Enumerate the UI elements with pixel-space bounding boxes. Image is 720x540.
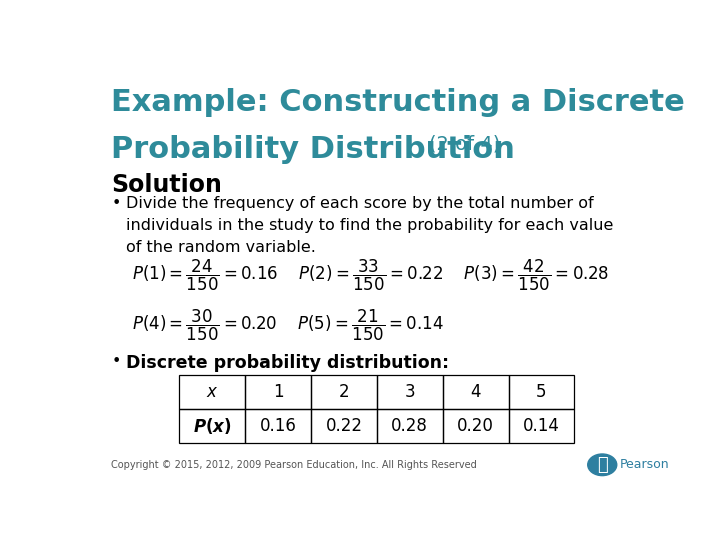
Text: 0.22: 0.22 bbox=[325, 417, 362, 435]
Text: $P(1) = \dfrac{24}{150} = 0.16$    $P(2) = \dfrac{33}{150} = 0.22$    $P(3) = \d: $P(1) = \dfrac{24}{150} = 0.16$ $P(2) = … bbox=[132, 258, 609, 293]
Text: $P(4) = \dfrac{30}{150} = 0.20$    $P(5) = \dfrac{21}{150} = 0.14$: $P(4) = \dfrac{30}{150} = 0.20$ $P(5) = … bbox=[132, 308, 444, 343]
Text: 2: 2 bbox=[338, 383, 349, 401]
Text: 5: 5 bbox=[536, 383, 546, 401]
Text: 1: 1 bbox=[273, 383, 284, 401]
Text: Ⓟ: Ⓟ bbox=[597, 456, 608, 474]
Bar bbox=[443, 409, 508, 443]
Bar bbox=[245, 409, 311, 443]
Text: •: • bbox=[111, 196, 120, 211]
Text: Pearson: Pearson bbox=[620, 458, 670, 471]
Bar bbox=[245, 375, 311, 409]
Circle shape bbox=[588, 454, 617, 476]
Bar bbox=[508, 375, 575, 409]
Text: $\boldsymbol{P(x)}$: $\boldsymbol{P(x)}$ bbox=[193, 416, 232, 436]
Bar bbox=[377, 409, 443, 443]
Text: 0.14: 0.14 bbox=[523, 417, 560, 435]
Text: (2 of 4): (2 of 4) bbox=[429, 134, 500, 153]
Bar bbox=[179, 409, 245, 443]
Text: Divide the frequency of each score by the total number of
individuals in the stu: Divide the frequency of each score by th… bbox=[126, 196, 613, 255]
Bar bbox=[377, 375, 443, 409]
Text: 0.16: 0.16 bbox=[260, 417, 297, 435]
Text: Example: Constructing a Discrete: Example: Constructing a Discrete bbox=[111, 87, 685, 117]
Text: Solution: Solution bbox=[111, 173, 222, 197]
Bar bbox=[508, 409, 575, 443]
Bar bbox=[311, 375, 377, 409]
Text: •: • bbox=[111, 354, 120, 369]
Text: 4: 4 bbox=[470, 383, 481, 401]
Text: Probability Distribution: Probability Distribution bbox=[111, 136, 515, 165]
Text: 0.28: 0.28 bbox=[391, 417, 428, 435]
Bar bbox=[179, 375, 245, 409]
Text: Copyright © 2015, 2012, 2009 Pearson Education, Inc. All Rights Reserved: Copyright © 2015, 2012, 2009 Pearson Edu… bbox=[111, 460, 477, 470]
Bar bbox=[311, 409, 377, 443]
Text: 0.20: 0.20 bbox=[457, 417, 494, 435]
Text: 3: 3 bbox=[405, 383, 415, 401]
Text: Discrete probability distribution:: Discrete probability distribution: bbox=[126, 354, 449, 372]
Text: $x$: $x$ bbox=[206, 383, 218, 401]
Bar bbox=[443, 375, 508, 409]
